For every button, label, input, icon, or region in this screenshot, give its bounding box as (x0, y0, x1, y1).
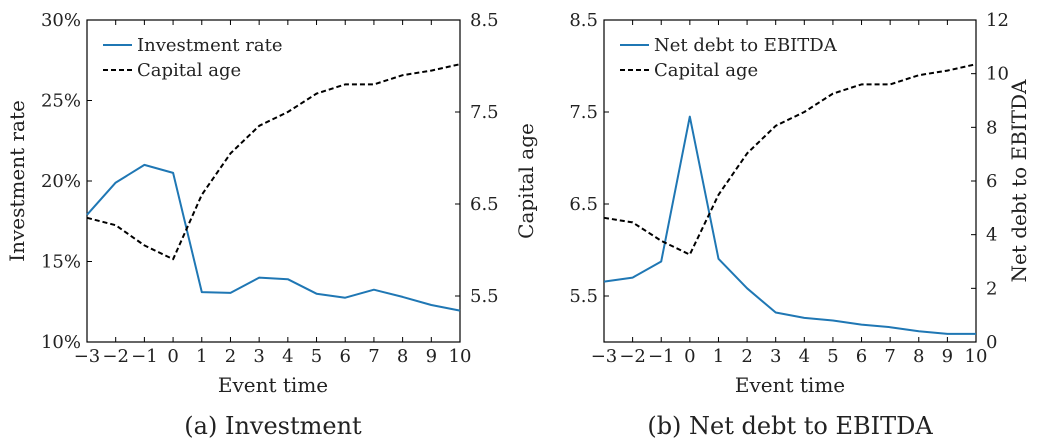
y2-tick-label: 4 (986, 225, 997, 246)
y-tick-label: 8.5 (569, 10, 598, 31)
panel-b: −3 −2 −1 0 1 2 3 4 5 6 7 8 9 105.56.57.58.5024681012 … (569, 10, 1031, 440)
y-tick-label: 7.5 (569, 102, 598, 123)
y-tick-label: 10% (41, 332, 81, 353)
panel-b-legend: Net debt to EBITDA Capital age (620, 35, 838, 81)
x-tick-label: −1 (648, 346, 675, 367)
x-tick-label: 2 (225, 346, 236, 367)
x-tick-label: 3 (770, 346, 781, 367)
y2-tick-label: 5.5 (470, 286, 499, 307)
series-line-capital-age (86, 63, 461, 261)
panel-b-caption: (b) Net debt to EBITDA (647, 412, 933, 440)
x-tick-label: 4 (282, 346, 293, 367)
panel-b-x-axis-label: Event time (735, 373, 845, 397)
y2-tick-label: 0 (986, 332, 997, 353)
x-tick-label: 6 (340, 346, 351, 367)
series-line-investment-rate (86, 163, 461, 312)
x-tick-label: 5 (311, 346, 322, 367)
x-tick-label: −3 (74, 346, 101, 367)
y-tick-label: 5.5 (569, 286, 598, 307)
x-tick-label: −3 (591, 346, 618, 367)
x-tick-label: 8 (913, 346, 924, 367)
x-tick-label: 7 (368, 346, 379, 367)
y-tick-label: 25% (41, 91, 81, 112)
y-tick-label: 20% (41, 171, 81, 192)
x-tick-label: 6 (856, 346, 867, 367)
y-tick-label: 30% (41, 10, 81, 31)
y-tick-label: 15% (41, 252, 81, 273)
y2-tick-label: 8.5 (470, 10, 499, 31)
x-tick-label: 3 (253, 346, 264, 367)
legend-a-investment-rate-label: Investment rate (137, 35, 283, 56)
x-tick-label: 9 (942, 346, 953, 367)
y-tick-label: 6.5 (569, 194, 598, 215)
panel-a-ticks: −3 −2 −1 0 1 2 3 4 5 6 7 8 9 10 10% 15% 20% 25% 30% 5.5 6.5 7… (41, 10, 499, 367)
x-tick-label: 8 (397, 346, 408, 367)
panel-b-series (603, 63, 977, 335)
x-tick-label: 4 (799, 346, 810, 367)
y2-tick-label: 7.5 (470, 102, 499, 123)
y2-tick-label: 2 (986, 278, 997, 299)
panel-a-y2-axis-label: Capital age (514, 123, 538, 239)
y2-tick-label: 10 (986, 64, 1009, 85)
panel-a: −3 −2 −1 0 1 2 3 4 5 6 7 8 9 10 10% 15% 20% 25% 30% 5.5 6.5 7… (5, 10, 538, 440)
x-tick-label: 10 (965, 346, 988, 367)
panel-a-x-axis-label: Event time (218, 373, 328, 397)
y2-tick-label: 6 (986, 171, 997, 192)
x-tick-label: 0 (684, 346, 695, 367)
x-tick-label: 9 (426, 346, 437, 367)
panel-a-legend: Investment rate Capital age (103, 35, 283, 81)
x-tick-label: −2 (619, 346, 646, 367)
series-line-capital-age (603, 63, 977, 256)
x-tick-label: 2 (741, 346, 752, 367)
x-tick-label: −2 (102, 346, 129, 367)
panel-a-caption: (a) Investment (184, 412, 362, 440)
x-tick-label: 1 (196, 346, 207, 367)
legend-a-capital-age-label: Capital age (137, 60, 241, 81)
x-tick-label: 1 (713, 346, 724, 367)
x-tick-label: 0 (167, 346, 178, 367)
x-tick-label: 10 (449, 346, 472, 367)
panel-b-y2-axis-label: Net debt to EBITDA (1007, 79, 1031, 283)
legend-b-net-debt-label: Net debt to EBITDA (654, 35, 838, 56)
series-line-net-debt-to-ebitda (603, 115, 976, 335)
y2-tick-label: 8 (986, 117, 997, 138)
x-tick-label: 5 (827, 346, 838, 367)
panel-a-series (86, 63, 461, 312)
x-tick-label: −1 (131, 346, 158, 367)
x-tick-label: 7 (884, 346, 895, 367)
panel-a-y-axis-label: Investment rate (5, 100, 29, 262)
legend-b-capital-age-label: Capital age (654, 60, 758, 81)
y2-tick-label: 12 (986, 10, 1009, 31)
y2-tick-label: 6.5 (470, 194, 499, 215)
